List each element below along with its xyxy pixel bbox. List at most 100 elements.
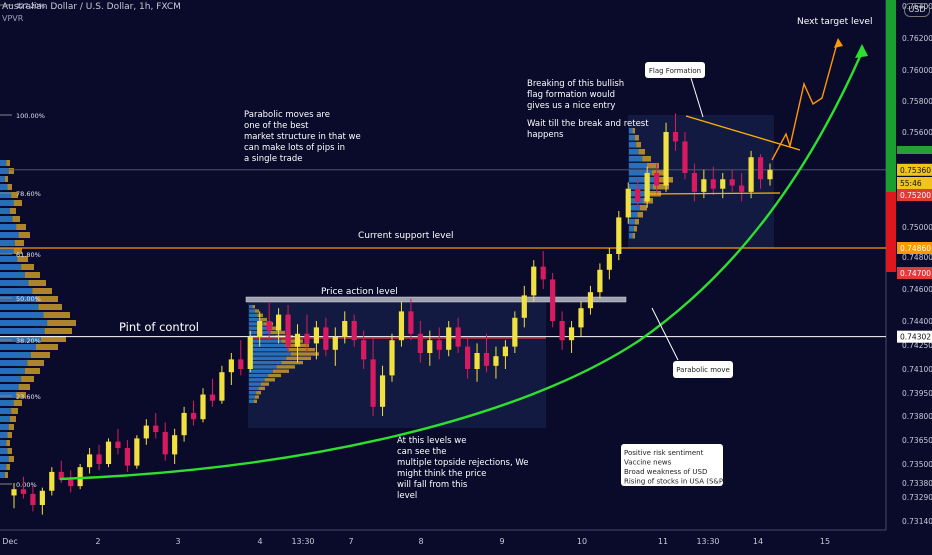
candle-body — [115, 441, 121, 448]
candle-body — [521, 295, 527, 318]
profile-bar-up — [0, 192, 12, 198]
candle-body — [739, 185, 745, 192]
value-area-box — [248, 302, 546, 428]
candle-body — [30, 493, 36, 505]
candle-body — [238, 359, 244, 369]
profile-bar-down — [268, 373, 281, 378]
profile-bar-up — [0, 464, 7, 470]
profile-bar-down — [32, 288, 52, 294]
candle-body — [474, 353, 480, 369]
profile-bar-up — [629, 205, 640, 211]
profile-bar-down — [11, 192, 18, 198]
profile-bar-up — [0, 320, 48, 326]
profile-bar-down — [6, 464, 10, 470]
profile-bar-up — [0, 456, 9, 462]
profile-bar-up — [249, 352, 291, 356]
candle-body — [332, 337, 338, 350]
x-tick-label: 13:30 — [291, 537, 314, 546]
profile-bar-down — [253, 399, 257, 403]
candle-body — [672, 132, 679, 142]
candle-body — [153, 425, 159, 432]
profile-bar-down — [13, 200, 22, 206]
candle-body — [493, 356, 499, 366]
profile-bar-down — [18, 232, 30, 238]
profile-bar-up — [249, 360, 282, 365]
candle-body — [219, 372, 225, 401]
candle-body — [87, 454, 93, 468]
candle-body — [748, 157, 754, 192]
candle-body — [190, 412, 197, 420]
profile-bar-up — [249, 317, 260, 322]
profile-bar-down — [270, 330, 285, 335]
profile-bar-up — [0, 256, 18, 262]
price-tag: 0.75360 — [900, 166, 931, 175]
currency-button[interactable]: USD — [904, 3, 930, 17]
profile-bar-down — [16, 392, 26, 398]
flag-formation-box — [645, 62, 705, 78]
price-tag-box — [897, 330, 932, 343]
profile-bar-down — [633, 226, 637, 232]
profile-bar-down — [651, 170, 667, 176]
profile-bar-down — [637, 212, 643, 218]
profile-bar-down — [264, 378, 275, 382]
profile-bar-up — [629, 233, 633, 239]
profile-bar-up — [0, 296, 36, 302]
y-tick-label: 0.74100 — [902, 365, 932, 374]
symbol-title: Australian Dollar / U.S. Dollar, 1h, FXC… — [2, 2, 181, 12]
profile-bar-down — [281, 360, 303, 365]
price-tag: 0.74700 — [900, 269, 931, 278]
candle-body — [729, 179, 735, 186]
fundamentals-item: Vaccine news — [624, 459, 672, 467]
profile-bar-down — [27, 360, 44, 366]
x-tick-label: 15 — [820, 537, 830, 546]
y-tick-label: 0.75600 — [902, 128, 932, 137]
candle-body — [77, 467, 83, 487]
bull-zone-strip — [886, 0, 896, 192]
profile-bar-down — [35, 344, 58, 350]
profile-bar-up — [629, 135, 635, 141]
profile-bar-down — [4, 472, 8, 478]
volume-profile-left — [0, 160, 76, 478]
x-tick-label: Dec — [2, 537, 17, 546]
profile-bar-up — [0, 448, 8, 454]
candle-body — [720, 179, 726, 189]
candle-body — [682, 141, 688, 173]
profile-bar-up — [249, 313, 258, 317]
profile-bar-up — [629, 149, 639, 155]
profile-bar-down — [291, 352, 319, 356]
y-tick-label: 0.76400 — [902, 2, 932, 11]
parabolic-note: Parabolic moves are one of the best market… — [244, 110, 361, 164]
parabolic-curve — [59, 51, 864, 481]
candle-body — [512, 317, 518, 347]
profile-bar-down — [632, 233, 635, 239]
candle-body — [39, 490, 45, 505]
y-tick-label: 0.73500 — [902, 460, 932, 469]
profile-bar-up — [0, 240, 15, 246]
profile-bar-down — [7, 448, 12, 454]
profile-bar-up — [249, 322, 264, 326]
candle-body — [342, 321, 348, 337]
candle-body — [370, 359, 376, 407]
profile-bar-up — [0, 432, 8, 438]
candle-body — [465, 346, 471, 369]
profile-bar-up — [0, 376, 22, 382]
profile-bar-up — [249, 382, 261, 386]
candle-body — [550, 279, 556, 321]
x-tick-label: 2 — [95, 537, 100, 546]
candle-body — [644, 172, 650, 202]
profile-bar-down — [31, 352, 50, 358]
profile-bar-up — [249, 378, 265, 382]
price-tag-box — [897, 163, 932, 176]
profile-bar-down — [642, 156, 651, 162]
candles — [11, 113, 773, 515]
fib-label: 0.00% — [16, 481, 37, 489]
profile-bar-down — [267, 326, 279, 330]
profile-bar-up — [0, 184, 8, 190]
candle-body — [276, 314, 282, 331]
y-tick-label: 0.76200 — [902, 34, 932, 43]
x-tick-label: 9 — [499, 537, 504, 546]
profile-bar-down — [261, 382, 269, 386]
profile-bar-down — [7, 432, 12, 438]
fundamentals-item: Rising of stocks in USA (S&P) — [624, 478, 726, 486]
candle-body — [313, 327, 319, 344]
